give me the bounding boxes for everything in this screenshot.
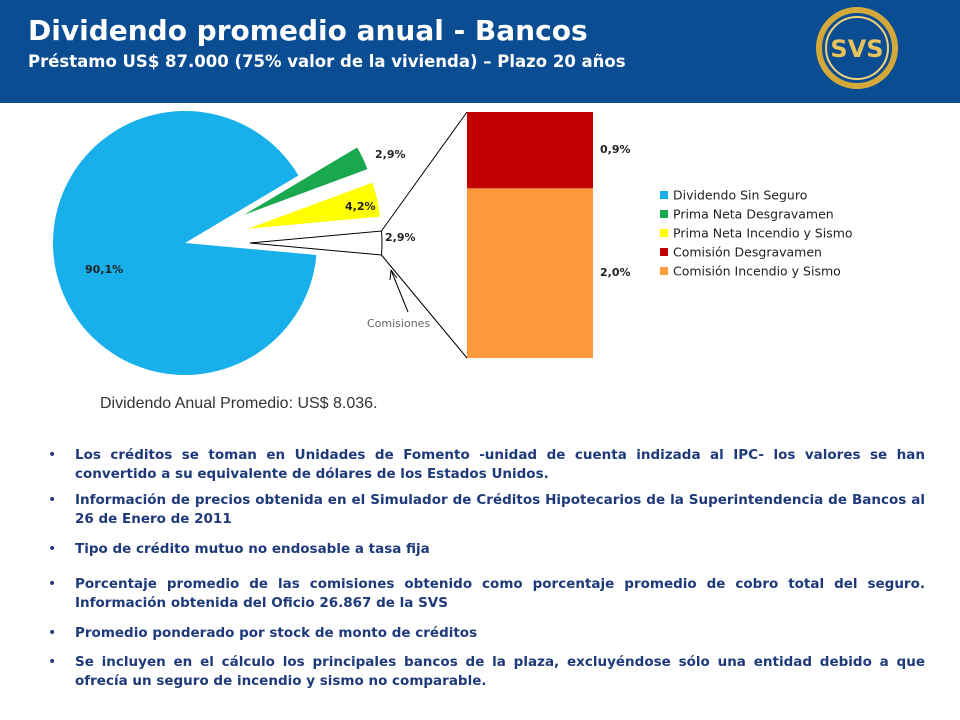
bullet-dot: •	[48, 576, 57, 592]
legend-swatch	[660, 229, 668, 237]
bullet-text: Tipo de crédito mutuo no endosable a tas…	[75, 541, 430, 557]
bullet-text: Los créditos se toman en Unidades de Fom…	[75, 447, 925, 482]
annotation: Comisiones	[367, 317, 430, 330]
arrow-head	[389, 269, 398, 281]
legend-label: Comisión Desgravamen	[673, 245, 822, 260]
legend-label: Prima Neta Incendio y Sismo	[673, 226, 853, 241]
connector	[381, 111, 468, 232]
legend-swatch	[660, 267, 668, 275]
legend-label: Comisión Incendio y Sismo	[673, 264, 841, 279]
caption: Dividendo Anual Promedio: US$ 8.036.	[100, 395, 378, 412]
bullet-text: Se incluyen en el cálculo los principale…	[75, 654, 925, 689]
bullet-dot: •	[48, 492, 57, 508]
logo-inner-ring	[825, 16, 889, 80]
legend-label: Dividendo Sin Seguro	[673, 188, 807, 203]
bullet-dot: •	[48, 541, 57, 557]
legend-swatch	[660, 191, 668, 199]
bar-segment	[467, 112, 593, 189]
bar-segment	[467, 188, 593, 358]
bullet-dot: •	[48, 447, 57, 463]
pie-slice	[243, 147, 368, 215]
bar-value-label: 0,9%	[600, 143, 631, 156]
bullet-text: Promedio ponderado por stock de monto de…	[75, 625, 478, 641]
annotation-arrow	[390, 269, 409, 313]
legend-swatch	[660, 248, 668, 256]
logo-ring	[816, 7, 898, 89]
pie-value-label: 4,2%	[345, 200, 376, 213]
connector	[381, 254, 468, 359]
header-band: Dividendo promedio anual - Bancos Présta…	[0, 0, 960, 103]
logo-text: SVS	[830, 35, 883, 63]
pie-value-label: 2,9%	[375, 148, 406, 161]
pie-value-label: 2,9%	[385, 231, 416, 244]
pie-slice	[248, 182, 380, 229]
slide-subtitle: Préstamo US$ 87.000 (75% valor de la viv…	[28, 52, 626, 71]
slide-title: Dividendo promedio anual - Bancos	[28, 14, 588, 47]
pie-slice	[52, 110, 317, 375]
pie-value-label: 90,1%	[85, 263, 123, 276]
legend-label: Prima Neta Desgravamen	[673, 207, 834, 222]
bullet-text: Porcentaje promedio de las comisiones ob…	[75, 576, 925, 611]
bullet-dot: •	[48, 625, 57, 641]
bar-value-label: 2,0%	[600, 266, 631, 279]
bullet-dot: •	[48, 654, 57, 670]
pie-slice	[249, 230, 383, 256]
bullet-text: Información de precios obtenida en el Si…	[75, 492, 925, 527]
legend-swatch	[660, 210, 668, 218]
